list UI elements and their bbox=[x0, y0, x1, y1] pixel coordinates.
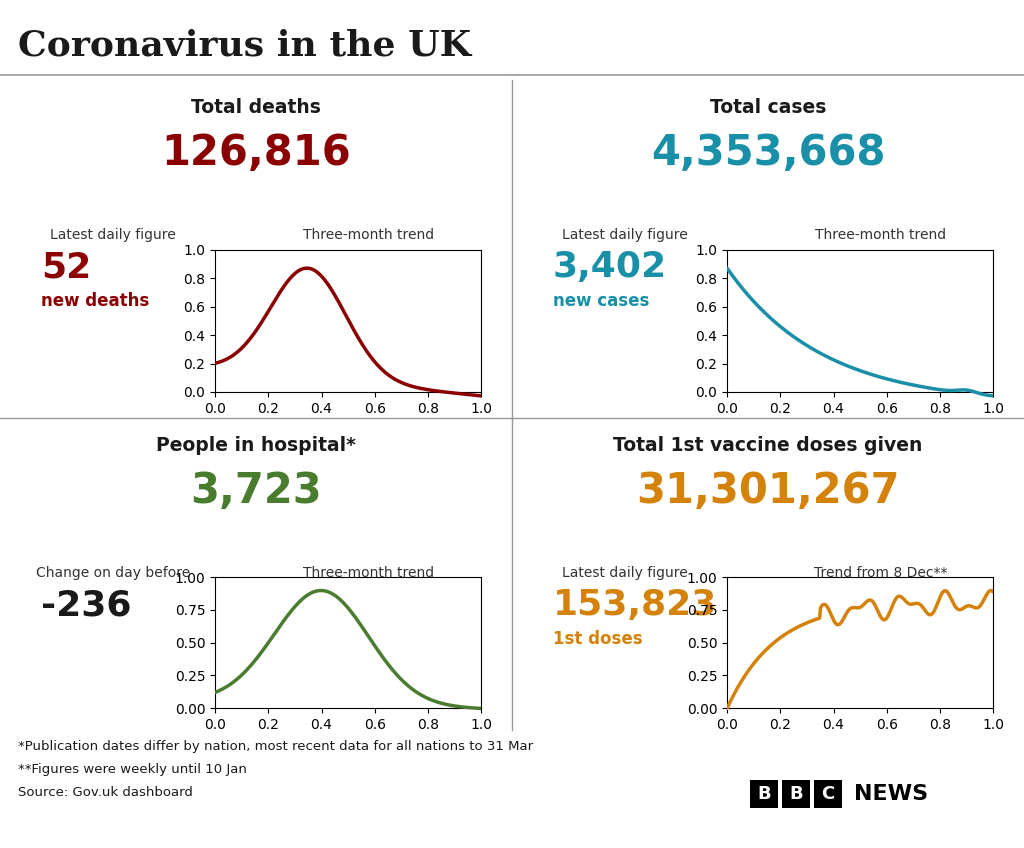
FancyBboxPatch shape bbox=[814, 780, 842, 808]
Text: Latest daily figure: Latest daily figure bbox=[562, 228, 687, 242]
Text: 1st doses: 1st doses bbox=[553, 630, 643, 648]
Text: 52: 52 bbox=[41, 250, 91, 284]
Text: 3,402: 3,402 bbox=[553, 250, 667, 284]
Text: NEWS: NEWS bbox=[854, 784, 928, 804]
Text: new deaths: new deaths bbox=[41, 292, 150, 310]
Text: C: C bbox=[821, 785, 835, 803]
Text: *Publication dates differ by nation, most recent data for all nations to 31 Mar: *Publication dates differ by nation, mos… bbox=[18, 740, 534, 753]
Text: Coronavirus in the UK: Coronavirus in the UK bbox=[18, 28, 471, 62]
Text: People in hospital*: People in hospital* bbox=[156, 436, 356, 455]
FancyBboxPatch shape bbox=[750, 780, 778, 808]
Text: new cases: new cases bbox=[553, 292, 649, 310]
Text: Latest daily figure: Latest daily figure bbox=[562, 566, 687, 580]
Text: Source: Gov.uk dashboard: Source: Gov.uk dashboard bbox=[18, 786, 193, 799]
Text: 4,353,668: 4,353,668 bbox=[650, 132, 886, 174]
Text: **Figures were weekly until 10 Jan: **Figures were weekly until 10 Jan bbox=[18, 763, 247, 776]
Text: Total deaths: Total deaths bbox=[191, 98, 321, 117]
Text: Total 1st vaccine doses given: Total 1st vaccine doses given bbox=[613, 436, 923, 455]
Text: Latest daily figure: Latest daily figure bbox=[50, 228, 175, 242]
Text: 3,723: 3,723 bbox=[190, 470, 322, 512]
Text: B: B bbox=[790, 785, 803, 803]
Text: 31,301,267: 31,301,267 bbox=[636, 470, 900, 512]
Text: B: B bbox=[757, 785, 771, 803]
FancyBboxPatch shape bbox=[782, 780, 810, 808]
Text: 126,816: 126,816 bbox=[161, 132, 351, 174]
Text: Change on day before: Change on day before bbox=[36, 566, 189, 580]
Text: 153,823: 153,823 bbox=[553, 588, 718, 622]
Text: Trend from 8 Dec**: Trend from 8 Dec** bbox=[814, 566, 947, 580]
Text: Three-month trend: Three-month trend bbox=[815, 228, 946, 242]
Text: Three-month trend: Three-month trend bbox=[303, 228, 434, 242]
Text: Three-month trend: Three-month trend bbox=[303, 566, 434, 580]
Text: Total cases: Total cases bbox=[710, 98, 826, 117]
Text: -236: -236 bbox=[41, 588, 131, 622]
